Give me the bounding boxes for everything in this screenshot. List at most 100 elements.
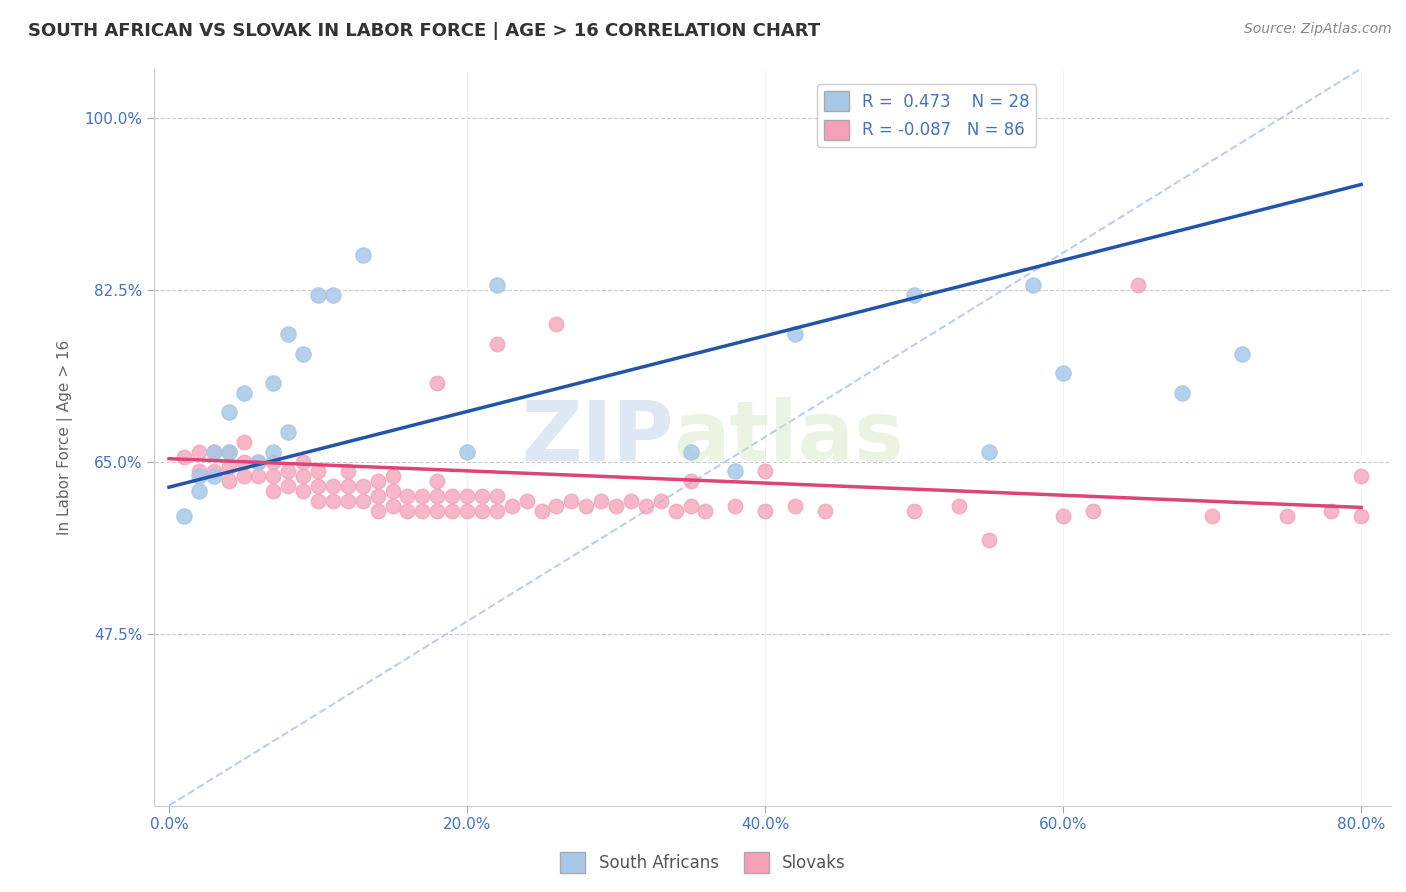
Point bbox=[187, 465, 209, 479]
Point bbox=[367, 475, 389, 489]
Point bbox=[367, 504, 389, 518]
Point bbox=[262, 376, 284, 390]
Point bbox=[173, 450, 195, 464]
Point bbox=[1052, 508, 1074, 523]
Point bbox=[411, 504, 433, 518]
Y-axis label: In Labor Force | Age > 16: In Labor Force | Age > 16 bbox=[58, 340, 73, 534]
Point bbox=[948, 499, 970, 513]
Point bbox=[426, 475, 449, 489]
Point bbox=[814, 504, 837, 518]
Text: ZIP: ZIP bbox=[522, 397, 673, 477]
Point bbox=[977, 445, 1000, 459]
Point bbox=[456, 504, 478, 518]
Point bbox=[679, 475, 702, 489]
Point bbox=[292, 469, 315, 483]
Point bbox=[352, 479, 374, 493]
Point bbox=[218, 445, 240, 459]
Point bbox=[292, 484, 315, 499]
Point bbox=[322, 287, 344, 301]
Point bbox=[485, 489, 508, 503]
Point bbox=[396, 489, 419, 503]
Point bbox=[336, 494, 359, 508]
Point bbox=[292, 455, 315, 469]
Point bbox=[485, 336, 508, 351]
Point bbox=[426, 489, 449, 503]
Point bbox=[575, 499, 598, 513]
Point bbox=[277, 425, 299, 439]
Point bbox=[352, 494, 374, 508]
Point bbox=[754, 504, 776, 518]
Point bbox=[679, 445, 702, 459]
Point bbox=[665, 504, 688, 518]
Point bbox=[426, 376, 449, 390]
Point bbox=[441, 489, 464, 503]
Point bbox=[307, 287, 329, 301]
Point bbox=[218, 405, 240, 419]
Point bbox=[1126, 277, 1149, 292]
Point bbox=[1350, 508, 1372, 523]
Point bbox=[247, 455, 270, 469]
Point bbox=[247, 455, 270, 469]
Point bbox=[426, 504, 449, 518]
Point bbox=[516, 494, 538, 508]
Point bbox=[634, 499, 657, 513]
Point bbox=[471, 504, 494, 518]
Point bbox=[307, 465, 329, 479]
Point bbox=[381, 469, 404, 483]
Point bbox=[202, 445, 225, 459]
Point bbox=[903, 287, 925, 301]
Point bbox=[485, 277, 508, 292]
Point bbox=[262, 445, 284, 459]
Point bbox=[232, 385, 254, 400]
Point bbox=[262, 484, 284, 499]
Point bbox=[187, 469, 209, 483]
Point bbox=[352, 248, 374, 262]
Point bbox=[396, 504, 419, 518]
Point bbox=[1320, 504, 1343, 518]
Point bbox=[381, 499, 404, 513]
Point bbox=[1022, 277, 1045, 292]
Point bbox=[232, 434, 254, 449]
Point bbox=[232, 469, 254, 483]
Point bbox=[1171, 385, 1194, 400]
Point bbox=[485, 504, 508, 518]
Point bbox=[218, 475, 240, 489]
Point bbox=[1350, 469, 1372, 483]
Point bbox=[247, 469, 270, 483]
Point bbox=[218, 459, 240, 474]
Point bbox=[1230, 346, 1253, 360]
Point bbox=[1081, 504, 1104, 518]
Point bbox=[336, 479, 359, 493]
Point bbox=[187, 484, 209, 499]
Point bbox=[1052, 366, 1074, 380]
Point bbox=[411, 489, 433, 503]
Point bbox=[367, 489, 389, 503]
Point bbox=[307, 479, 329, 493]
Point bbox=[322, 479, 344, 493]
Point bbox=[336, 465, 359, 479]
Point bbox=[977, 533, 1000, 548]
Point bbox=[471, 489, 494, 503]
Point bbox=[546, 317, 568, 331]
Point bbox=[501, 499, 523, 513]
Legend: South Africans, Slovaks: South Africans, Slovaks bbox=[554, 846, 852, 880]
Point bbox=[262, 469, 284, 483]
Point bbox=[322, 494, 344, 508]
Point bbox=[292, 346, 315, 360]
Point bbox=[903, 504, 925, 518]
Point bbox=[202, 469, 225, 483]
Point bbox=[173, 508, 195, 523]
Legend: R =  0.473    N = 28, R = -0.087   N = 86: R = 0.473 N = 28, R = -0.087 N = 86 bbox=[817, 84, 1036, 146]
Point bbox=[218, 445, 240, 459]
Point bbox=[783, 499, 806, 513]
Point bbox=[754, 465, 776, 479]
Point bbox=[232, 455, 254, 469]
Point bbox=[456, 445, 478, 459]
Point bbox=[456, 489, 478, 503]
Point bbox=[724, 465, 747, 479]
Point bbox=[679, 499, 702, 513]
Point bbox=[695, 504, 717, 518]
Point bbox=[277, 326, 299, 341]
Point bbox=[441, 504, 464, 518]
Point bbox=[277, 465, 299, 479]
